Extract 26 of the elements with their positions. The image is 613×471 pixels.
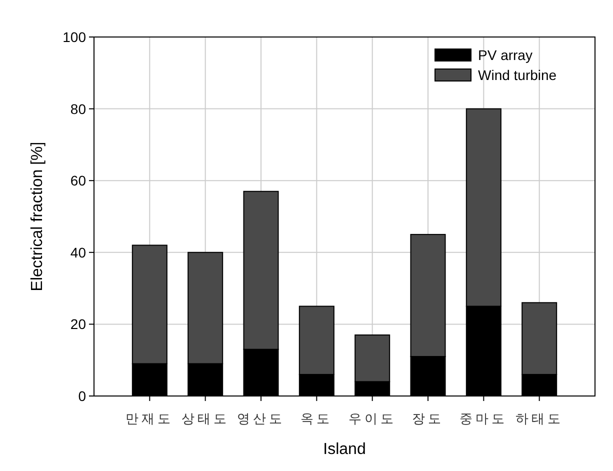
bar <box>188 252 224 364</box>
x-tick-label: 영산도 <box>237 411 285 426</box>
bar <box>522 302 558 375</box>
x-tick-label: 만재도 <box>126 411 174 426</box>
y-tick-label: 0 <box>78 388 86 404</box>
x-tick-label: 우이도 <box>348 411 396 426</box>
y-tick-label: 100 <box>62 29 86 45</box>
bar <box>466 108 502 307</box>
bar <box>298 306 334 375</box>
y-tick-label: 40 <box>70 244 86 260</box>
y-tick-label: 20 <box>70 316 86 332</box>
y-axis-title: Electrical fraction [%] <box>29 142 46 292</box>
bar <box>354 334 390 382</box>
x-tick-label: 상태도 <box>181 411 230 426</box>
x-tick-label: 옥도 <box>300 411 333 426</box>
bar <box>243 190 279 350</box>
x-tick-label: 하태도 <box>515 411 564 426</box>
legend-label: PV array <box>478 47 532 63</box>
bar <box>410 234 446 358</box>
y-tick-label: 60 <box>70 172 86 189</box>
legend-label: Wind turbine <box>478 67 557 83</box>
y-tick-label: 80 <box>70 100 86 117</box>
x-axis-title: Island <box>323 441 366 458</box>
x-tick-label: 장도 <box>412 411 444 426</box>
bar <box>132 244 168 364</box>
x-tick-label: 중마도 <box>460 411 508 426</box>
